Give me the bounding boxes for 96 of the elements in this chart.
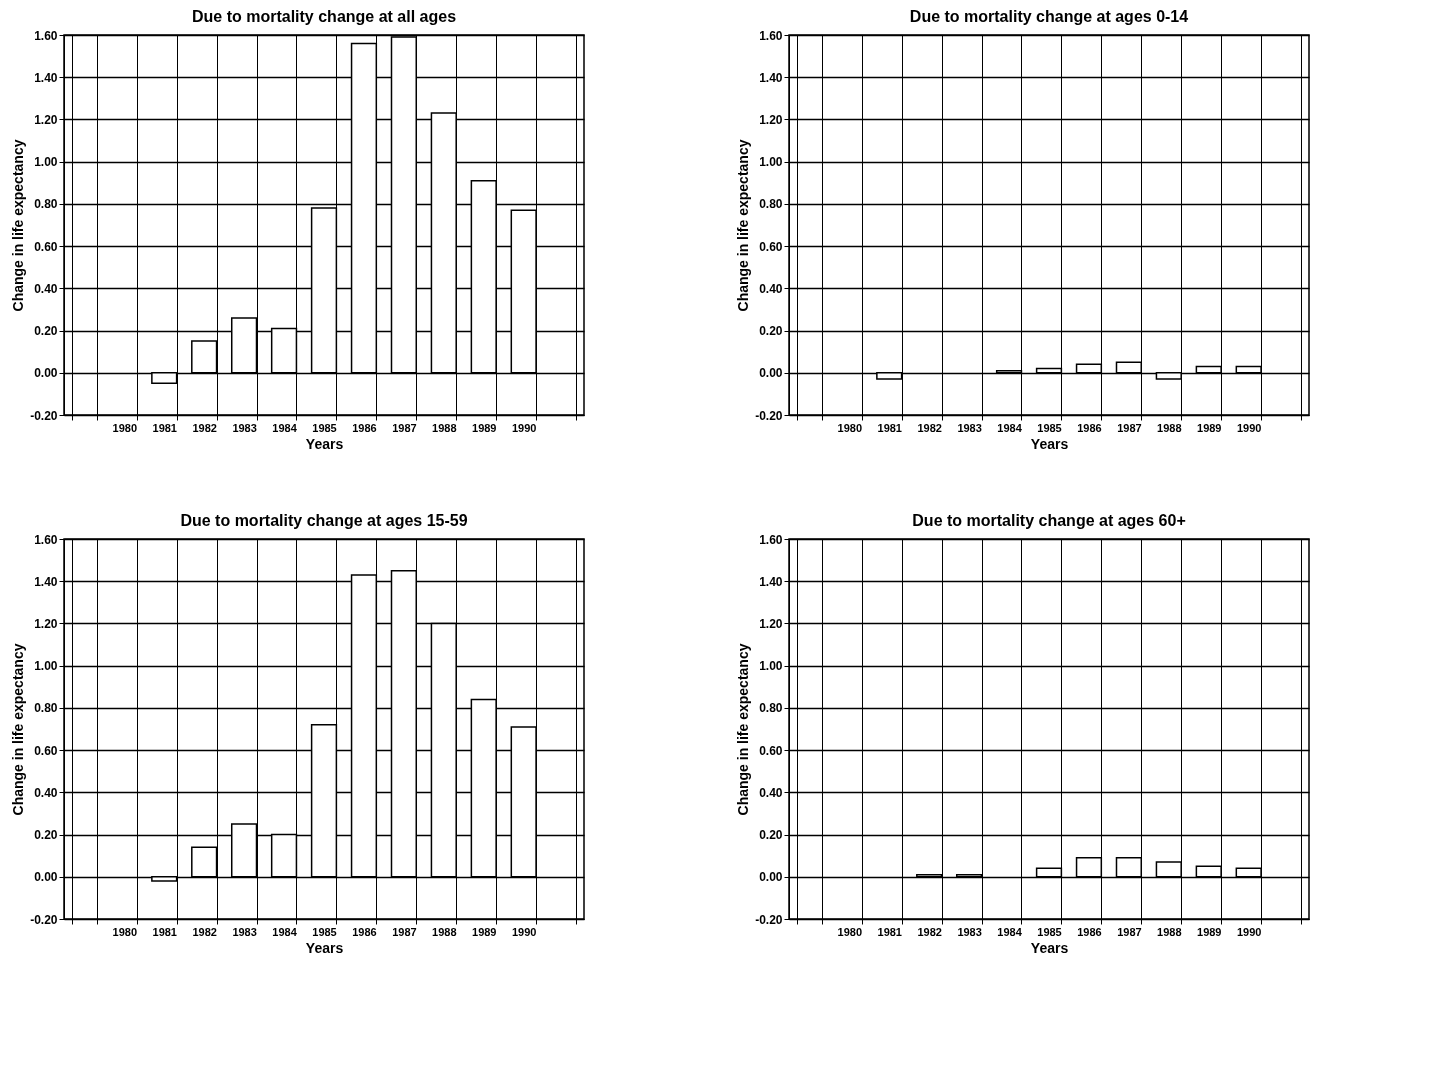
y-tick-label: 0.60 (759, 743, 783, 758)
y-tick-label: 0.80 (759, 197, 783, 212)
x-tick-label: 1985 (1037, 925, 1062, 938)
x-tick-label: 1985 (312, 421, 337, 434)
y-tick-label: -0.20 (30, 408, 58, 423)
y-tick-label: 0.40 (34, 785, 58, 800)
x-tick-label: 1984 (997, 421, 1023, 434)
x-tick-label: 1983 (232, 421, 257, 434)
y-tick-label: 1.60 (759, 532, 783, 547)
y-axis-title: Change in life expectancy (10, 139, 27, 312)
y-tick-label: 0.00 (759, 870, 783, 885)
x-tick-label: 1984 (272, 925, 298, 938)
y-tick-label: 0.00 (759, 366, 783, 381)
y-tick-label: 1.20 (34, 112, 58, 127)
x-tick-label: 1982 (192, 421, 217, 434)
y-tick-label: 1.40 (759, 574, 783, 589)
y-tick-label: 0.40 (34, 281, 58, 296)
x-tick-label: 1985 (1037, 421, 1062, 434)
x-tick-label: 1981 (152, 925, 177, 938)
y-tick-label: 1.40 (759, 70, 783, 85)
x-tick-label: 1982 (917, 925, 942, 938)
x-tick-label: 1989 (472, 421, 497, 434)
x-axis-title: Years (1030, 939, 1069, 956)
x-tick-label: 1986 (352, 421, 377, 434)
y-tick-label: 0.20 (759, 828, 783, 843)
x-tick-label: 1990 (1236, 925, 1262, 938)
y-tick-label: 1.40 (34, 70, 58, 85)
y-axis-title: Change in life expectancy (735, 643, 752, 816)
y-tick-label: 1.60 (34, 532, 58, 547)
y-axis-title: Change in life expectancy (10, 643, 27, 816)
x-tick-label: 1985 (312, 925, 337, 938)
x-tick-label: 1988 (432, 925, 457, 938)
y-tick-label: 1.20 (759, 616, 783, 631)
y-tick-label: 1.00 (759, 155, 783, 170)
x-tick-label: 1980 (837, 925, 863, 938)
chart-title: Due to mortality change at ages 60+ (912, 512, 1186, 529)
y-tick-label: 0.20 (759, 324, 783, 339)
x-tick-label: 1987 (392, 925, 417, 938)
x-tick-label: 1981 (877, 925, 902, 938)
chart-title: Due to mortality change at all ages (191, 8, 457, 25)
x-axis-title: Years (305, 435, 344, 452)
x-axis-title: Years (305, 939, 344, 956)
x-tick-label: 1987 (1117, 925, 1142, 938)
x-tick-label: 1980 (837, 421, 863, 434)
y-tick-label: -0.20 (755, 408, 783, 423)
chart-title: Due to mortality change at ages 15-59 (180, 512, 468, 529)
y-tick-label: 1.00 (34, 659, 58, 674)
x-tick-label: 1981 (877, 421, 902, 434)
y-tick-label: 0.80 (759, 701, 783, 716)
y-tick-label: 0.00 (34, 870, 58, 885)
y-tick-label: 1.00 (759, 659, 783, 674)
x-tick-label: 1989 (1197, 421, 1222, 434)
x-tick-label: 1980 (112, 421, 138, 434)
x-tick-label: 1983 (957, 421, 982, 434)
y-tick-label: 0.40 (759, 281, 783, 296)
x-tick-label: 1981 (152, 421, 177, 434)
x-tick-label: 1988 (1157, 925, 1182, 938)
y-tick-label: 0.60 (759, 239, 783, 254)
chart-title: Due to mortality change at ages 0-14 (909, 8, 1189, 25)
x-tick-label: 1987 (392, 421, 417, 434)
y-tick-label: 1.60 (34, 28, 58, 43)
y-tick-label: -0.20 (755, 912, 783, 927)
y-tick-label: 0.60 (34, 743, 58, 758)
x-tick-label: 1983 (957, 925, 982, 938)
x-tick-label: 1987 (1117, 421, 1142, 434)
y-tick-label: 0.00 (34, 366, 58, 381)
y-tick-label: 0.80 (34, 197, 58, 212)
y-axis-title: Change in life expectancy (735, 139, 752, 312)
x-tick-label: 1989 (1197, 925, 1222, 938)
x-tick-label: 1986 (1077, 421, 1102, 434)
x-tick-label: 1984 (272, 421, 298, 434)
x-tick-label: 1984 (997, 925, 1023, 938)
x-tick-label: 1982 (192, 925, 217, 938)
y-tick-label: 1.60 (759, 28, 783, 43)
x-tick-label: 1990 (511, 925, 537, 938)
x-tick-label: 1982 (917, 421, 942, 434)
y-tick-label: 1.00 (34, 155, 58, 170)
y-tick-label: 1.40 (34, 574, 58, 589)
x-tick-label: 1990 (511, 421, 537, 434)
y-tick-label: 0.60 (34, 239, 58, 254)
x-tick-label: 1983 (232, 925, 257, 938)
x-tick-label: 1986 (1077, 925, 1102, 938)
x-tick-label: 1980 (112, 925, 138, 938)
x-axis-title: Years (1030, 435, 1069, 452)
y-tick-label: -0.20 (30, 912, 58, 927)
y-tick-label: 0.20 (34, 828, 58, 843)
y-tick-label: 1.20 (759, 112, 783, 127)
x-tick-label: 1986 (352, 925, 377, 938)
y-tick-label: 0.20 (34, 324, 58, 339)
y-tick-label: 0.40 (759, 785, 783, 800)
x-tick-label: 1989 (472, 925, 497, 938)
y-tick-label: 1.20 (34, 616, 58, 631)
y-tick-label: 0.80 (34, 701, 58, 716)
x-tick-label: 1990 (1236, 421, 1262, 434)
x-tick-label: 1988 (1157, 421, 1182, 434)
x-tick-label: 1988 (432, 421, 457, 434)
